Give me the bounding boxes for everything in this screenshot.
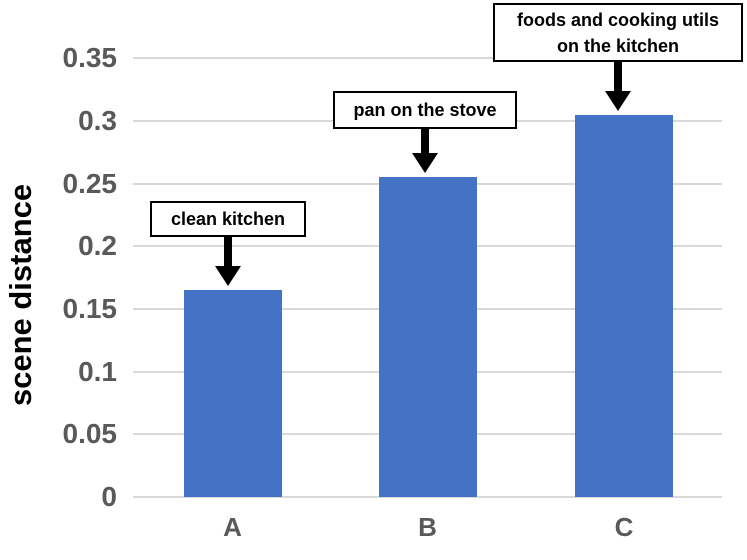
annotation-arrow-head: [215, 266, 241, 287]
x-tick-label: A: [223, 512, 242, 542]
y-tick-label: 0.1: [78, 355, 117, 387]
y-tick-label: 0: [101, 481, 117, 512]
annotation-arrow-head: [412, 153, 438, 174]
annotation-arrow-shaft: [421, 129, 429, 154]
annotation-box: pan on the stove: [333, 91, 517, 129]
x-tick-label: B: [418, 512, 437, 542]
annotation-arrow-head: [605, 90, 631, 111]
y-tick-label: 0.35: [62, 42, 118, 74]
gridline: [133, 57, 722, 60]
gridline: [133, 496, 722, 498]
annotation-box: foods and cooking utils on the kitchen: [493, 3, 743, 62]
y-tick-label: 0.25: [62, 167, 118, 199]
x-tick-label: C: [614, 512, 634, 542]
annotation-box: clean kitchen: [150, 201, 306, 237]
y-tick-label: 0.3: [78, 104, 117, 136]
annotation-arrow-shaft: [224, 237, 232, 267]
y-tick-label: 0.2: [78, 230, 117, 262]
y-tick-label: 0.15: [62, 292, 118, 324]
bar: [183, 290, 282, 497]
y-tick-label: 0.05: [62, 418, 118, 450]
bar: [378, 177, 477, 497]
bar: [575, 114, 673, 497]
annotation-arrow-shaft: [614, 62, 622, 91]
